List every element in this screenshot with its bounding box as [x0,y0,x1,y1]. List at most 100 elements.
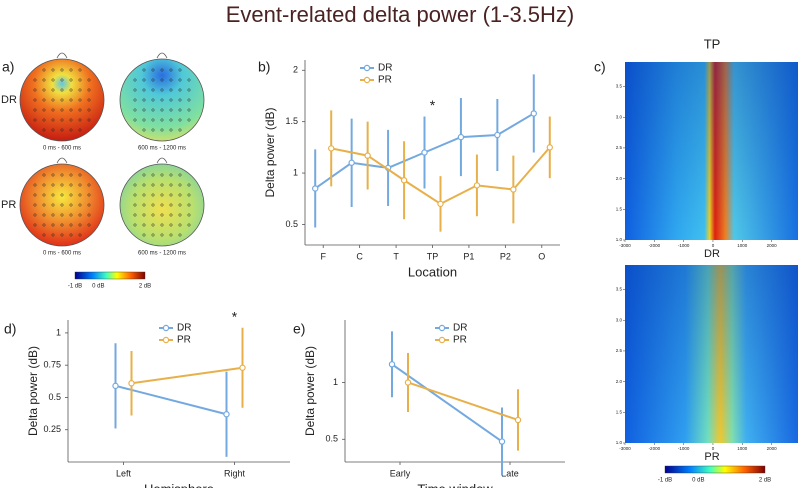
electrode [133,118,137,122]
x-tick-label: -3000 [619,243,631,248]
electrode [42,78,46,82]
electrode [178,173,182,177]
electrode [178,213,182,217]
colorbar-label: 2 dB [139,284,151,290]
electrode [133,78,137,82]
electrode [87,223,91,227]
spectrogram-title: TP [704,36,721,51]
electrode [160,78,164,82]
electrode [87,78,91,82]
electrode [60,68,64,72]
legend-marker [363,64,371,72]
x-tick-label: -1000 [678,243,690,248]
y-tick-label: 0.5 [48,392,61,402]
electrode [142,173,146,177]
electrode [133,223,137,227]
electrode [60,118,64,122]
electrode [60,78,64,82]
electrode [187,88,191,92]
x-tick-label: P1 [463,251,474,261]
electrode [169,183,173,187]
head-nose [56,157,68,164]
electrode [142,128,146,132]
electrode [142,88,146,92]
electrode [51,108,55,112]
map-label: DR [704,248,720,260]
panel-label: c) [594,59,606,75]
electrode [69,88,73,92]
electrode [42,108,46,112]
y-tick-label: 1.5 [285,116,298,126]
electrode [142,68,146,72]
series-line [391,363,503,443]
colorbar-label: 0 dB [92,284,104,290]
electrode [169,223,173,227]
y-tick-label: 2.0 [616,176,623,181]
electrode [69,233,73,237]
electrode [142,118,146,122]
electrode [169,203,173,207]
y-tick-label: 3.0 [616,317,623,322]
y-tick-label: 1.5 [616,206,623,211]
electrode [187,223,191,227]
electrode [178,108,182,112]
electrode [178,68,182,72]
electrode [133,213,137,217]
electrode [151,203,155,207]
data-point [514,416,522,424]
y-tick-label: 1.5 [616,409,623,414]
y-tick-label: 0.5 [325,434,338,444]
electrode [169,173,173,177]
y-tick-label: 1 [333,377,338,387]
colorbar-label: 2 dB [759,478,771,484]
electrode [169,233,173,237]
electrode [187,118,191,122]
electrode [33,118,37,122]
electrode [78,108,82,112]
electrode [60,183,64,187]
electrode [69,203,73,207]
electrode [160,183,164,187]
x-tick-label: 0 [712,243,715,248]
electrode [42,233,46,237]
y-tick-label: 1 [293,167,298,177]
electrode [160,203,164,207]
electrode [51,98,55,102]
electrode [60,98,64,102]
electrode [69,128,73,132]
x-tick-label: P2 [500,251,511,261]
x-tick-label: -1000 [678,446,690,451]
data-point [421,149,428,156]
panel-label: e) [293,321,305,337]
electrode [42,88,46,92]
data-point [348,159,355,166]
electrode [151,193,155,197]
electrode [169,88,173,92]
legend-label: DR [453,323,467,334]
electrode [78,68,82,72]
head-map [19,58,105,142]
y-tick-label: 3.0 [616,114,623,119]
data-point [223,411,230,418]
colorbar-label: -1 dB [658,478,672,484]
electrode [51,223,55,227]
x-tick-label: 2000 [767,446,778,451]
electrode [142,223,146,227]
legend-marker [363,76,371,84]
electrode [169,98,173,102]
head-map [119,58,205,142]
window-label: 600 ms - 1200 ms [138,146,186,152]
electrode [78,98,82,102]
electrode [78,203,82,207]
electrode [60,88,64,92]
electrode [33,193,37,197]
electrode [187,108,191,112]
electrode [160,213,164,217]
electrode [169,108,173,112]
electrode [133,183,137,187]
data-point [546,144,553,151]
electrode [87,193,91,197]
electrode [51,88,55,92]
x-tick-label: O [538,251,545,261]
